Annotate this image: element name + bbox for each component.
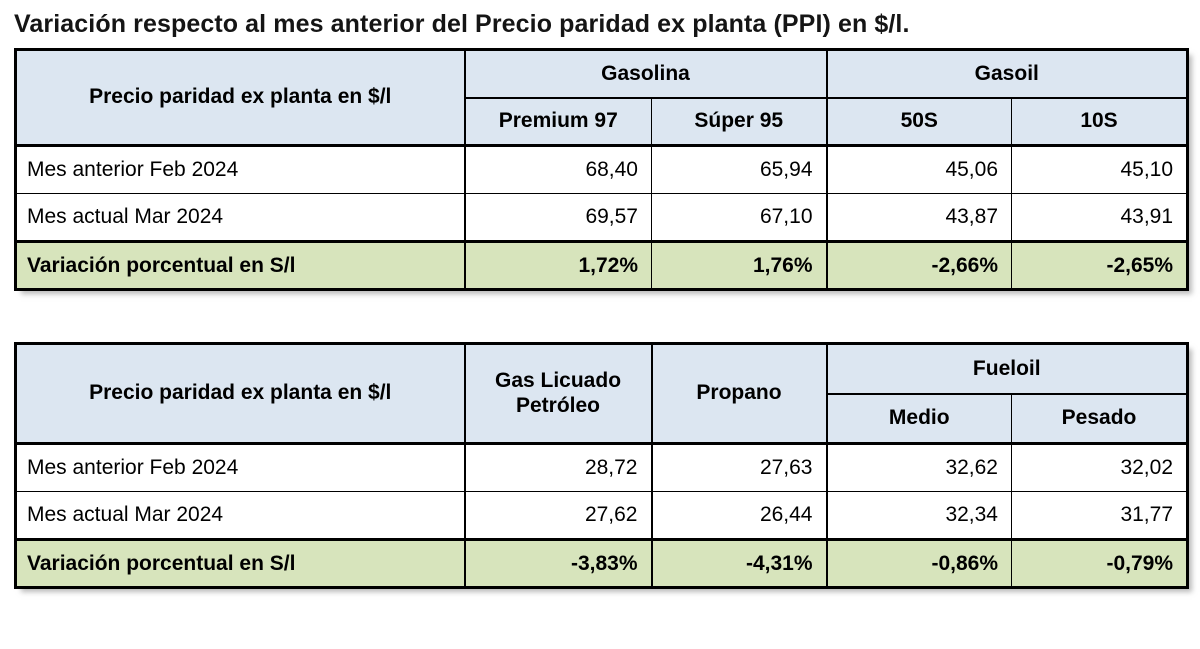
cell-value: 32,34: [825, 491, 1012, 540]
cell-value: 1,76%: [650, 240, 828, 290]
row-label: Mes anterior Feb 2024: [15, 145, 465, 194]
table-row-mes-actual: Mes actual Mar 2024 27,62 26,44 32,34 31…: [15, 491, 1189, 540]
cell-value: 69,57: [463, 193, 652, 242]
cell-value: 1,72%: [463, 240, 652, 290]
row-label: Variación porcentual en S/l: [15, 538, 465, 588]
table-row-mes-anterior: Mes anterior Feb 2024 28,72 27,63 32,62 …: [15, 443, 1189, 492]
table2-group-header-row: Precio paridad ex planta en $/l Gas Licu…: [15, 343, 1189, 445]
cell-value: 45,10: [1011, 145, 1189, 194]
table1-col-super95: Súper 95: [650, 97, 828, 147]
table-row-mes-anterior: Mes anterior Feb 2024 68,40 65,94 45,06 …: [15, 145, 1189, 194]
cell-value: 68,40: [463, 145, 652, 194]
cell-value: 28,72: [463, 443, 652, 492]
table1-col-50s: 50S: [825, 97, 1013, 147]
cell-value: 26,44: [650, 491, 827, 540]
cell-value: 31,77: [1010, 491, 1189, 540]
table1-corner-header: Precio paridad ex planta en $/l: [15, 49, 465, 147]
table2-col-pesado: Pesado: [1010, 393, 1189, 445]
cell-value: -0,86%: [825, 538, 1012, 588]
table2-subheader-row: Medio Pesado: [16, 393, 1189, 445]
row-label: Mes anterior Feb 2024: [15, 443, 465, 492]
cell-value: 43,87: [825, 193, 1013, 242]
ppi-table-gasolina-gasoil: Precio paridad ex planta en $/l Gasolina…: [14, 48, 1190, 291]
table2-col-gas-licuado-petroleo: Gas Licuado Petróleo: [463, 343, 652, 445]
variation-row: Variación porcentual en S/l 1,72% 1,76% …: [15, 240, 1189, 290]
cell-value: -4,31%: [650, 538, 827, 588]
cell-value: 32,02: [1010, 443, 1189, 492]
table2-group-fueloil: Fueloil: [825, 343, 1189, 395]
table-row-mes-actual: Mes actual Mar 2024 69,57 67,10 43,87 43…: [15, 193, 1189, 242]
cell-value: -3,83%: [463, 538, 652, 588]
cell-value: 65,94: [650, 145, 828, 194]
table1-col-10s: 10S: [1011, 97, 1189, 147]
table1-group-gasolina: Gasolina: [463, 49, 828, 99]
page-title: Variación respecto al mes anterior del P…: [14, 10, 910, 38]
row-label: Mes actual Mar 2024: [15, 491, 465, 540]
table1-group-gasoil: Gasoil: [825, 49, 1189, 99]
table2-col-propano: Propano: [650, 343, 827, 445]
cell-value: -0,79%: [1010, 538, 1189, 588]
variation-row: Variación porcentual en S/l -3,83% -4,31…: [15, 538, 1189, 588]
cell-value: 43,91: [1011, 193, 1189, 242]
tables-gap: [0, 291, 1200, 342]
cell-value: 27,62: [463, 491, 652, 540]
cell-value: 67,10: [650, 193, 828, 242]
ppi-table-glp-propano-fueloil: Precio paridad ex planta en $/l Gas Licu…: [14, 342, 1190, 589]
row-label: Mes actual Mar 2024: [15, 193, 465, 242]
cell-value: 27,63: [650, 443, 827, 492]
table1-subheader-row: Premium 97 Súper 95 50S 10S: [16, 97, 1189, 147]
cell-value: -2,65%: [1011, 240, 1189, 290]
table2-col-medio: Medio: [825, 393, 1012, 445]
cell-value: -2,66%: [825, 240, 1013, 290]
table1-col-premium97: Premium 97: [463, 97, 652, 147]
cell-value: 45,06: [825, 145, 1013, 194]
cell-value: 32,62: [825, 443, 1012, 492]
row-label: Variación porcentual en S/l: [15, 240, 465, 290]
table1-group-header-row: Precio paridad ex planta en $/l Gasolina…: [15, 49, 1189, 147]
table2-corner-header: Precio paridad ex planta en $/l: [15, 343, 465, 445]
